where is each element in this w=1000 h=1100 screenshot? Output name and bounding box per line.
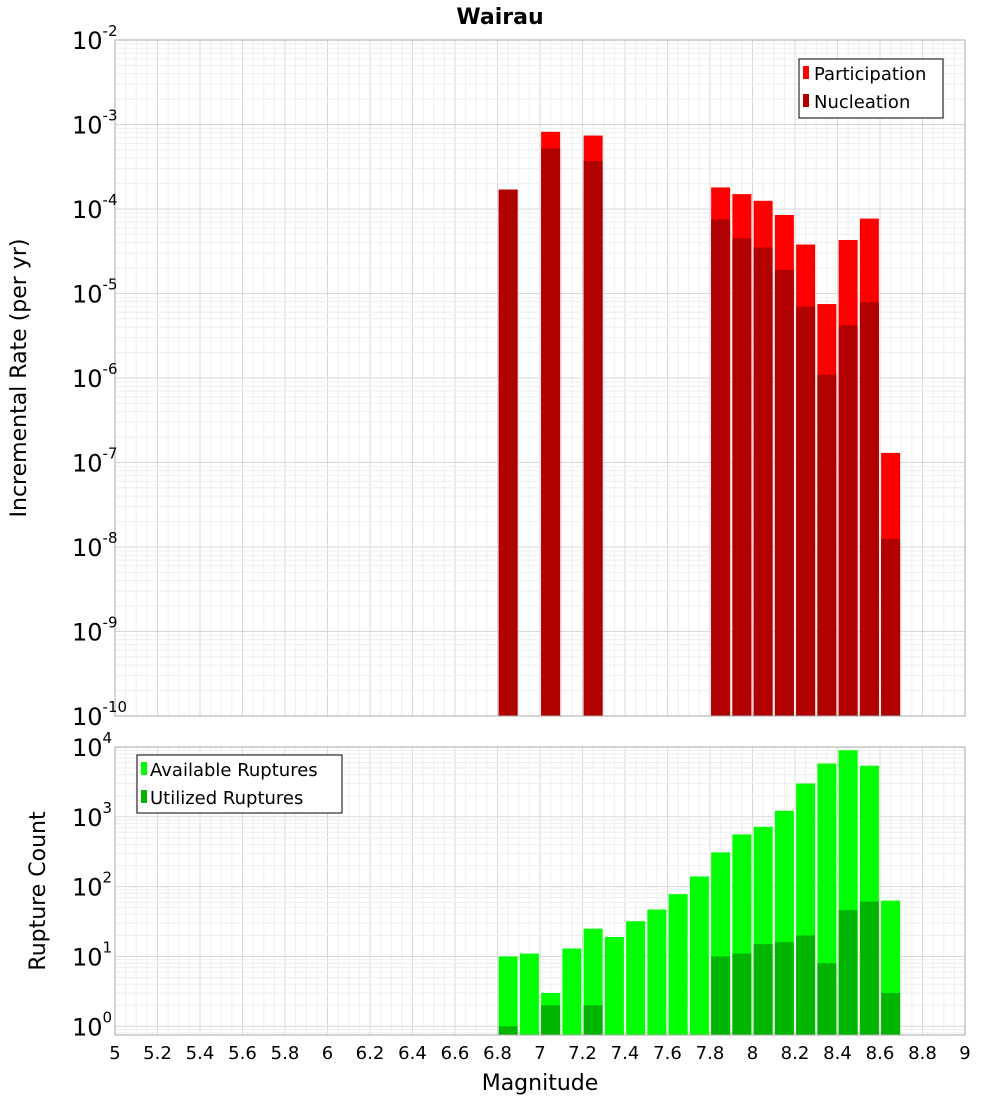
nucleation-bar xyxy=(753,247,773,716)
nucleation-bar xyxy=(838,325,858,716)
utilized-ruptures-bar xyxy=(796,935,816,1035)
x-tick-label: 7.6 xyxy=(653,1043,682,1064)
y-tick-label: 103 xyxy=(72,799,112,832)
utilized-ruptures-bar xyxy=(774,942,794,1035)
nucleation-bar xyxy=(711,219,731,717)
y-tick-label: 10-8 xyxy=(72,529,118,562)
bottom-legend: Available Ruptures Utilized Ruptures xyxy=(136,754,343,814)
chart-title: Wairau xyxy=(456,5,543,30)
available-ruptures-bar xyxy=(647,909,667,1035)
legend-label-nucleation: Nucleation xyxy=(814,92,910,113)
y-tick-label: 10-9 xyxy=(72,614,118,647)
nucleation-bar xyxy=(583,160,603,717)
utilized-ruptures-bar xyxy=(732,953,752,1035)
y-tick-label: 100 xyxy=(72,1008,112,1041)
available-ruptures-bar xyxy=(498,956,518,1035)
utilized-ruptures-bar xyxy=(859,901,879,1035)
x-tick-label: 8.8 xyxy=(908,1043,937,1064)
top-legend: Participation Nucleation xyxy=(798,58,944,119)
legend-label-participation: Participation xyxy=(814,64,926,85)
available-ruptures-bar xyxy=(626,921,646,1035)
nucleation-bar xyxy=(732,238,752,717)
y-tick-label: 10-6 xyxy=(72,360,118,393)
bottom-legend-box xyxy=(136,754,343,814)
top-plot: 10-2 10-3 10-4 10-5 10-6 10-7 10-8 10-9 10-10 In… xyxy=(7,22,966,731)
x-axis-label: Magnitude xyxy=(482,1071,599,1096)
x-tick-label: 8 xyxy=(747,1043,758,1064)
x-tick-label: 8.2 xyxy=(781,1043,810,1064)
top-y-ticks: 10-2 10-3 10-4 10-5 10-6 10-7 10-8 10-9 10-10 xyxy=(72,22,127,731)
y-tick-label: 10-4 xyxy=(72,191,118,224)
utilized-ruptures-bar xyxy=(583,1005,603,1035)
x-tick-label: 5.6 xyxy=(228,1043,257,1064)
y-tick-label: 10-5 xyxy=(72,276,118,309)
x-tick-label: 6.4 xyxy=(398,1043,427,1064)
legend-label-available-ruptures: Available Ruptures xyxy=(150,760,318,781)
y-tick-label: 10-3 xyxy=(72,107,118,140)
x-tick-label: 5 xyxy=(109,1043,120,1064)
y-tick-label: 101 xyxy=(72,938,112,971)
nucleation-bar xyxy=(774,269,794,716)
x-tick-label: 9 xyxy=(959,1043,970,1064)
legend-swatch-participation xyxy=(803,66,809,79)
available-ruptures-bar xyxy=(604,936,624,1035)
top-plot-frame xyxy=(114,39,966,717)
utilized-ruptures-bar xyxy=(753,944,773,1035)
y-tick-label: 104 xyxy=(72,729,112,762)
x-tick-label: 8.6 xyxy=(866,1043,895,1064)
bottom-y-axis-label: Rupture Count xyxy=(26,811,51,971)
nucleation-bar xyxy=(817,374,837,716)
x-tick-label: 6 xyxy=(322,1043,333,1064)
available-ruptures-bar xyxy=(562,948,582,1035)
x-tick-label: 5.2 xyxy=(143,1043,172,1064)
utilized-ruptures-bar xyxy=(498,1026,518,1035)
legend-label-utilized-ruptures: Utilized Ruptures xyxy=(150,788,303,809)
x-tick-label: 6.2 xyxy=(356,1043,385,1064)
x-tick-label: 7.8 xyxy=(696,1043,725,1064)
x-tick-label: 5.8 xyxy=(271,1043,300,1064)
x-tick-label: 7.4 xyxy=(611,1043,640,1064)
x-tick-label: 7.2 xyxy=(568,1043,597,1064)
x-tick-label: 7 xyxy=(534,1043,545,1064)
nucleation-bar xyxy=(498,189,518,716)
available-ruptures-bar xyxy=(668,894,688,1035)
top-legend-box xyxy=(798,58,944,119)
nucleation-bar xyxy=(796,306,816,716)
bottom-plot-frame xyxy=(114,746,966,1036)
legend-swatch-utilized-ruptures xyxy=(141,790,147,803)
x-tick-label: 5.4 xyxy=(186,1043,215,1064)
top-grid xyxy=(114,39,966,717)
x-tick-label: 6.6 xyxy=(441,1043,470,1064)
utilized-ruptures-bar xyxy=(541,1005,561,1035)
x-tick-label: 8.4 xyxy=(823,1043,852,1064)
legend-swatch-available-ruptures xyxy=(141,762,147,775)
top-y-axis-label: Incremental Rate (per yr) xyxy=(7,239,32,518)
utilized-ruptures-bar xyxy=(817,963,837,1035)
y-tick-label: 10-2 xyxy=(72,22,118,55)
y-tick-label: 102 xyxy=(72,869,112,902)
nucleation-bar xyxy=(859,302,879,716)
utilized-ruptures-bar xyxy=(838,910,858,1035)
bottom-bars xyxy=(498,750,901,1035)
bottom-plot: 104 103 102 101 100 5 5.2 5.4 5.6 5.8 6 6.2 6.4 6.6 6… xyxy=(26,729,971,1096)
legend-swatch-nucleation xyxy=(803,94,809,107)
y-tick-label: 10-7 xyxy=(72,445,118,478)
x-tick-label: 6.8 xyxy=(483,1043,512,1064)
available-ruptures-bar xyxy=(519,953,539,1035)
available-ruptures-bar xyxy=(689,876,709,1035)
utilized-ruptures-bar xyxy=(881,992,901,1035)
top-bars xyxy=(498,131,901,717)
bottom-y-ticks: 104 103 102 101 100 xyxy=(72,729,112,1041)
utilized-ruptures-bar xyxy=(711,956,731,1035)
y-tick-label: 10-10 xyxy=(72,698,127,731)
nucleation-bar xyxy=(541,148,561,717)
nucleation-bar xyxy=(881,538,901,716)
x-ticks: 5 5.2 5.4 5.6 5.8 6 6.2 6.4 6.6 6.8 7 7.2 7.4 7.6 7.8 8… xyxy=(109,1043,970,1064)
